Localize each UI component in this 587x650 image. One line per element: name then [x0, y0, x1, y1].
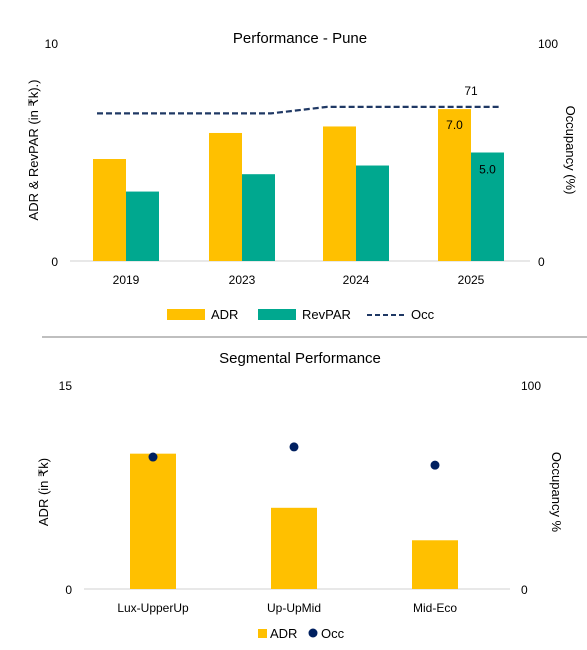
legend2-adr-label: ADR — [270, 626, 297, 641]
chart-performance-pune: Performance - Pune ADR & RevPAR (in ₹k).… — [26, 30, 578, 322]
chart1-data-labels: 7.0 5.0 71 — [446, 84, 496, 177]
chart2-occ-points — [148, 442, 440, 470]
bar-adr-Lux-UpperUp — [130, 453, 176, 589]
chart1-y2-tick-max: 100 — [538, 37, 558, 51]
chart1-title: Performance - Pune — [233, 30, 367, 47]
legend2-occ-label: Occ — [321, 626, 345, 641]
chart2-y-tick-max: 15 — [59, 379, 73, 393]
point-occ-Up-UpMid — [289, 442, 299, 452]
bar-adr-2025 — [438, 109, 471, 261]
legend-revpar-swatch — [258, 309, 296, 320]
x-tick-Lux-UpperUp: Lux-UpperUp — [117, 601, 189, 615]
x-tick-2019: 2019 — [113, 273, 140, 287]
chart1-y-tick-min: 0 — [51, 255, 58, 269]
label-revpar-2025: 5.0 — [479, 163, 496, 177]
bar-adr-Up-UpMid — [271, 507, 317, 589]
bar-adr-2024 — [323, 126, 356, 262]
label-adr-2025: 7.0 — [446, 118, 463, 132]
chart2-title: Segmental Performance — [219, 350, 381, 367]
x-tick-2025: 2025 — [458, 273, 485, 287]
bar-adr-2023 — [209, 132, 242, 261]
legend2-adr-swatch — [258, 629, 267, 638]
chart2-y2-tick-min: 0 — [521, 583, 528, 597]
bar-adr-Mid-Eco — [412, 540, 458, 589]
legend-occ-label: Occ — [411, 307, 435, 322]
x-tick-Up-UpMid: Up-UpMid — [267, 601, 321, 615]
chart2-x-ticks: Lux-UpperUp Up-UpMid Mid-Eco — [117, 601, 457, 615]
bar-revpar-2019 — [126, 191, 159, 261]
x-tick-2024: 2024 — [343, 273, 370, 287]
chart1-y2-axis-label: Occupancy (%) — [563, 106, 578, 195]
point-occ-Mid-Eco — [430, 460, 440, 470]
legend-adr-swatch — [167, 309, 205, 320]
chart1-legend: ADR RevPAR Occ — [167, 307, 435, 322]
bar-revpar-2025 — [471, 152, 504, 261]
x-tick-Mid-Eco: Mid-Eco — [413, 601, 457, 615]
label-occ-2025: 71 — [464, 84, 478, 98]
chart1-occ-line — [97, 105, 500, 115]
chart2-y-axis-label: ADR (in ₹k) — [36, 458, 51, 526]
bar-adr-2019 — [93, 159, 126, 261]
chart-segmental-performance: Segmental Performance ADR (in ₹k) Occupa… — [36, 350, 564, 641]
chart1-y2-tick-min: 0 — [538, 255, 545, 269]
legend-revpar-label: RevPAR — [302, 307, 351, 322]
chart2-y2-axis-label: Occupancy % — [549, 452, 564, 533]
chart2-legend: ADR Occ — [258, 626, 345, 641]
bar-revpar-2024 — [356, 165, 389, 261]
chart2-y-tick-min: 0 — [65, 583, 72, 597]
chart1-y-axis-label: ADR & RevPAR (in ₹k).) — [26, 80, 41, 221]
legend-adr-label: ADR — [211, 307, 238, 322]
chart1-bars — [93, 109, 504, 262]
bar-revpar-2023 — [242, 174, 275, 261]
x-tick-2023: 2023 — [229, 273, 256, 287]
chart2-y2-tick-max: 100 — [521, 379, 541, 393]
point-occ-Lux-UpperUp — [148, 452, 158, 462]
chart1-x-ticks: 2019 2023 2024 2025 — [113, 273, 485, 287]
chart2-bars — [130, 453, 458, 589]
chart1-y-tick-max: 10 — [45, 37, 59, 51]
line-occ — [97, 105, 500, 115]
legend2-occ-marker — [308, 628, 318, 638]
